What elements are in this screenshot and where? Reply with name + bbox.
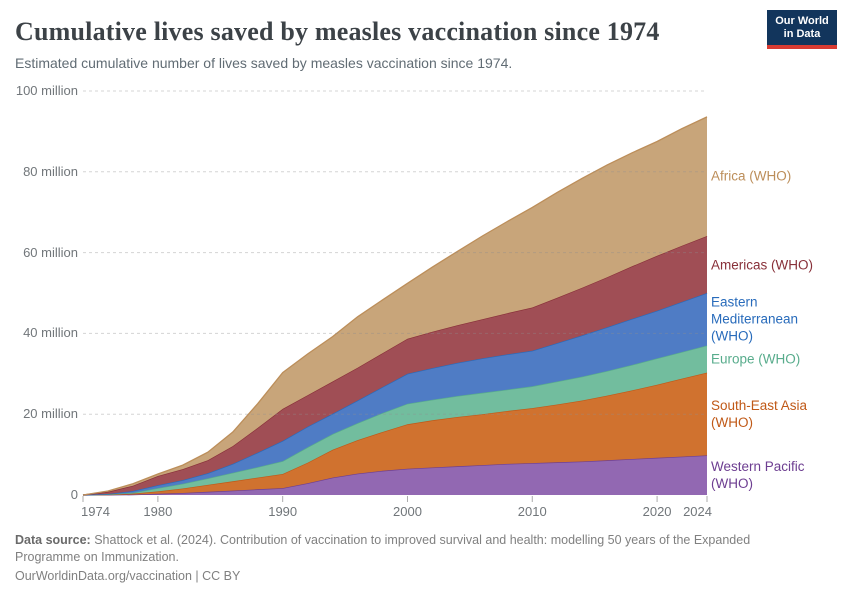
owid-logo-stripe: [767, 45, 837, 49]
credit-link[interactable]: OurWorldinData.org/vaccination | CC BY: [15, 569, 241, 583]
owid-logo[interactable]: Our World in Data: [767, 10, 837, 49]
area-africa-who[interactable]: [83, 116, 707, 496]
legend-item-south-east-asia-who[interactable]: South-East Asia (WHO): [711, 397, 808, 430]
y-axis-tick-100: 100 million: [15, 83, 78, 98]
area-eastern-mediterranean-who[interactable]: [83, 293, 707, 495]
x-axis-tick-1980: 1980: [143, 504, 173, 519]
area-south-east-asia-who[interactable]: [83, 372, 707, 495]
x-axis-tick-2020: 2020: [642, 504, 672, 519]
legend-item-western-pacific-who[interactable]: Western Pacific (WHO): [711, 459, 805, 492]
legend-item-europe-who[interactable]: Europe (WHO): [711, 351, 801, 367]
x-axis-tick-2010: 2010: [517, 504, 547, 519]
legend-item-americas-who[interactable]: Americas (WHO): [711, 257, 813, 273]
legend-item-eastern-mediterranean-who[interactable]: Eastern Mediterranean (WHO): [711, 294, 799, 344]
y-axis-tick-20: 20 million: [23, 406, 78, 422]
legend-item-africa-who[interactable]: Africa (WHO): [711, 168, 792, 184]
data-source-text: Shattock et al. (2024). Contribution of …: [15, 533, 751, 564]
y-axis-tick-0: 0: [70, 487, 78, 502]
x-axis-tick-2024: 2024: [683, 504, 712, 519]
data-source-note: Data source: Shattock et al. (2024). Con…: [15, 532, 805, 566]
x-axis-tick-1990: 1990: [268, 504, 298, 519]
y-axis-tick-40: 40 million: [23, 325, 78, 341]
y-axis-tick-60: 60 million: [23, 244, 78, 260]
line-africa-who: [82, 116, 708, 496]
data-source-label: Data source:: [15, 533, 91, 547]
y-axis-tick-80: 80 million: [23, 163, 78, 179]
x-axis-tick-2000: 2000: [393, 504, 422, 519]
x-axis-tick-1974: 1974: [81, 504, 110, 519]
chart-subtitle: Estimated cumulative number of lives sav…: [15, 55, 513, 71]
area-western-pacific-who[interactable]: [83, 455, 707, 495]
page-title: Cumulative lives saved by measles vaccin…: [15, 17, 660, 46]
owid-logo-text: Our World in Data: [767, 10, 837, 45]
